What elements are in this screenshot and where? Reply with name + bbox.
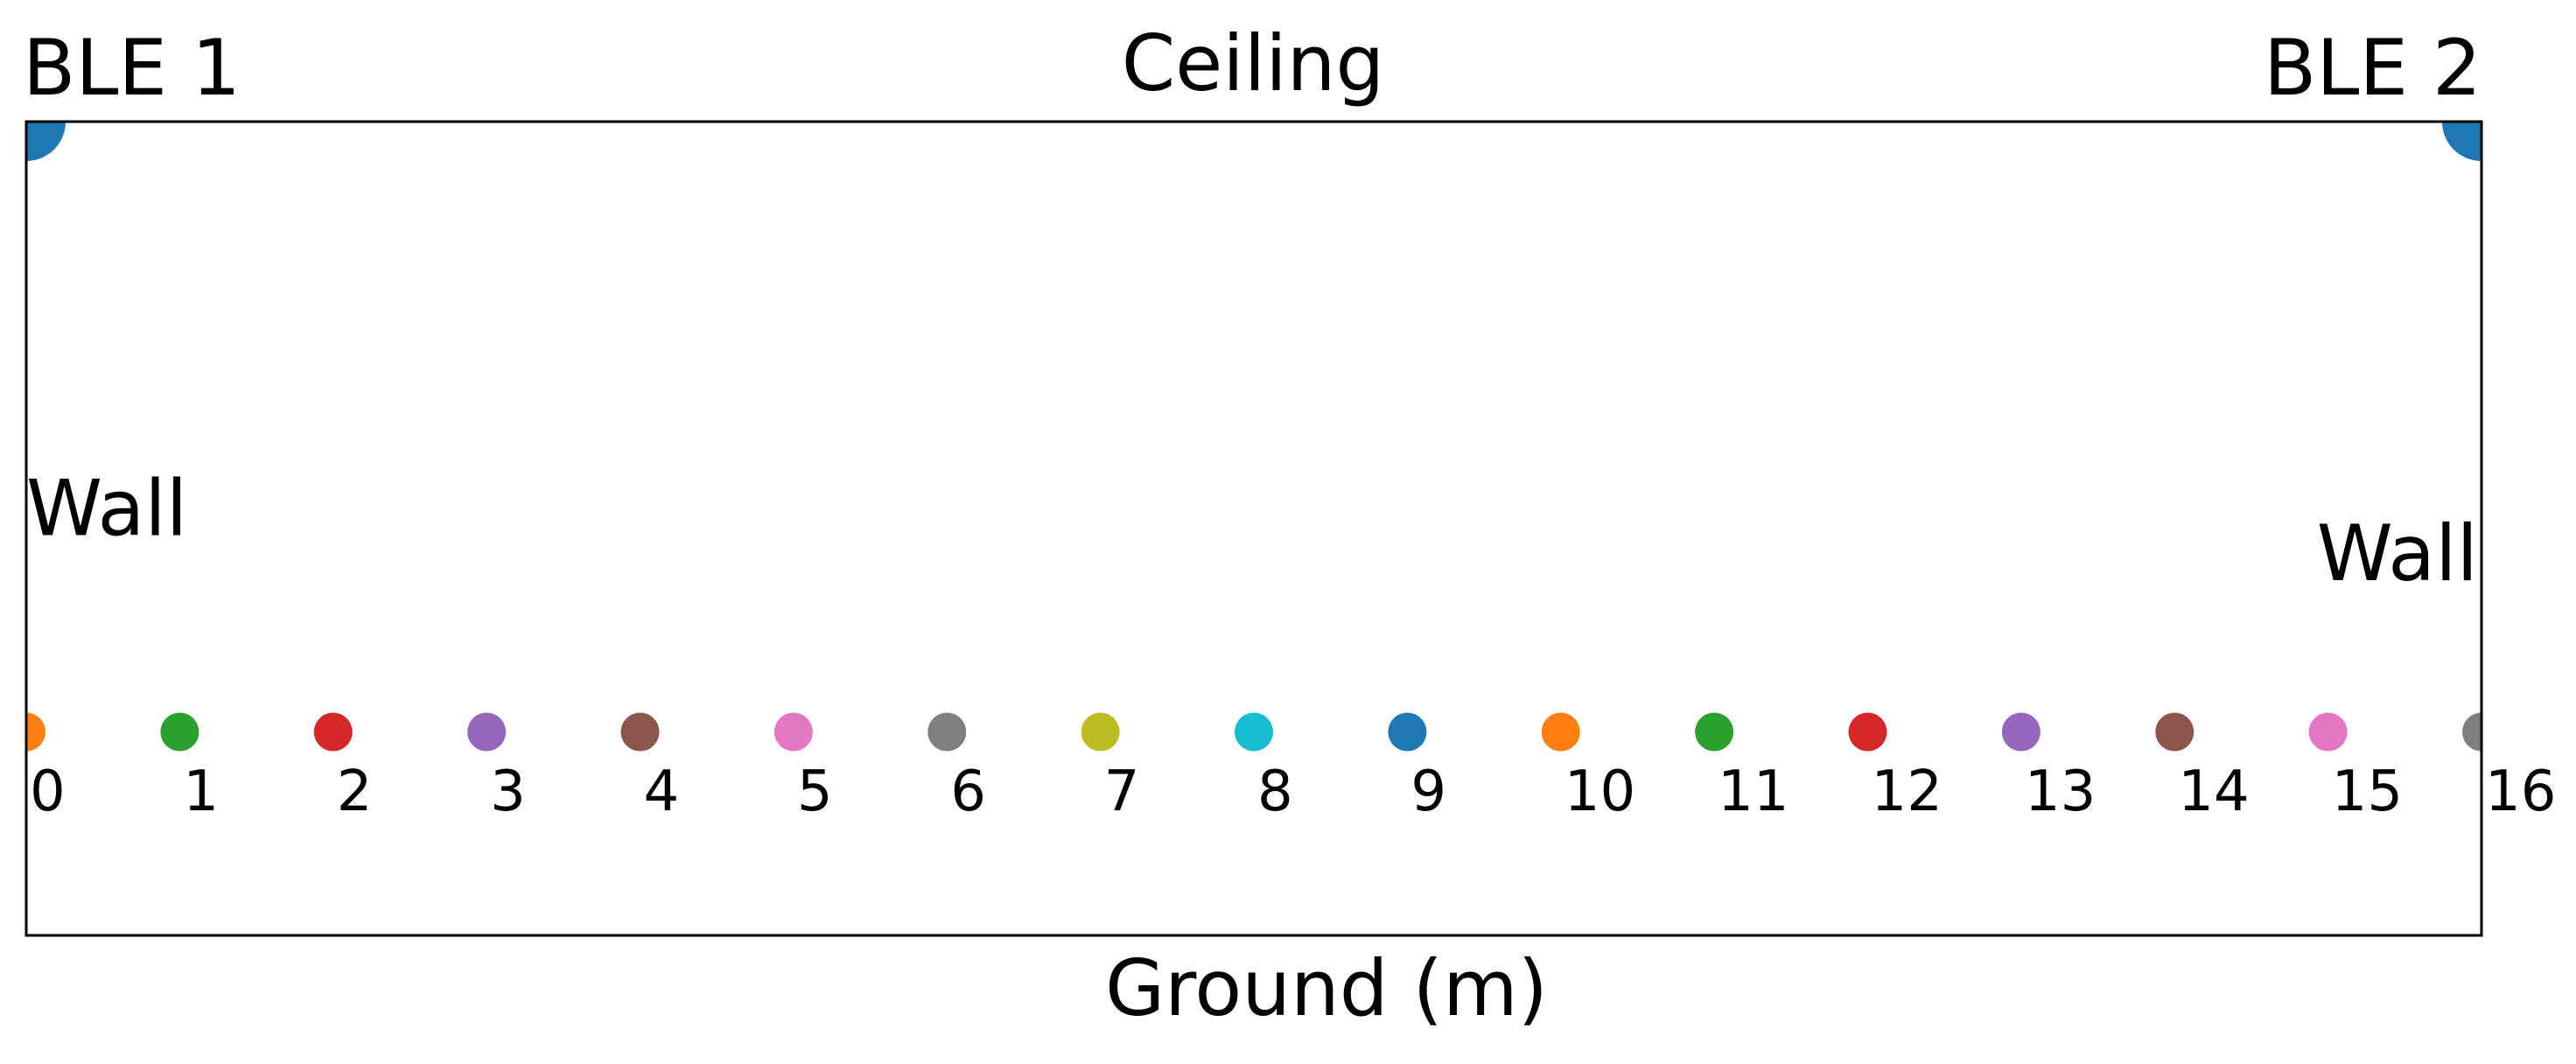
point	[1848, 712, 1887, 752]
annotation: Wall	[2317, 508, 2478, 598]
anchor-label: BLE 1	[23, 23, 241, 113]
anchor-label: BLE 2	[2264, 23, 2482, 113]
point-label: 2	[337, 760, 373, 824]
point-label: 7	[1104, 760, 1140, 824]
plot-frame	[24, 120, 2483, 937]
point-label: 10	[1564, 760, 1635, 824]
point-label: 1	[183, 760, 219, 824]
point-label: 12	[1872, 760, 1942, 824]
point-label: 9	[1410, 760, 1446, 824]
x-axis-label: Ground (m)	[1105, 943, 1548, 1033]
point-label: 0	[30, 760, 66, 824]
anchor-marker	[2442, 122, 2482, 161]
point-label: 5	[797, 760, 833, 824]
point	[26, 712, 46, 752]
point	[160, 712, 200, 752]
point-label: 4	[644, 760, 680, 824]
point	[620, 712, 660, 752]
point-label: 3	[490, 760, 526, 824]
point	[1388, 712, 1427, 752]
annotation: Wall	[26, 464, 187, 554]
point	[1235, 712, 1273, 752]
point-label: 14	[2178, 760, 2249, 824]
point	[467, 712, 507, 752]
point-label: 6	[950, 760, 986, 824]
point-label: 13	[2025, 760, 2096, 824]
point	[2308, 712, 2348, 752]
point	[2155, 712, 2194, 752]
point	[928, 712, 967, 752]
point	[2462, 712, 2482, 752]
point-label: 16	[2485, 760, 2556, 824]
point-label: 15	[2332, 760, 2403, 824]
point	[2001, 712, 2040, 752]
point	[313, 712, 353, 752]
anchor-marker	[26, 122, 66, 161]
point	[1541, 712, 1580, 752]
plot-area	[26, 122, 2482, 752]
chart-title: Ceiling	[1122, 18, 1385, 108]
point-label: 11	[1718, 760, 1788, 824]
point-label: 8	[1257, 760, 1293, 824]
point	[1081, 712, 1120, 752]
point	[774, 712, 813, 752]
point	[1695, 712, 1734, 752]
